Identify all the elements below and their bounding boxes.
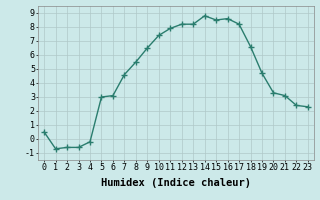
X-axis label: Humidex (Indice chaleur): Humidex (Indice chaleur)	[101, 178, 251, 188]
